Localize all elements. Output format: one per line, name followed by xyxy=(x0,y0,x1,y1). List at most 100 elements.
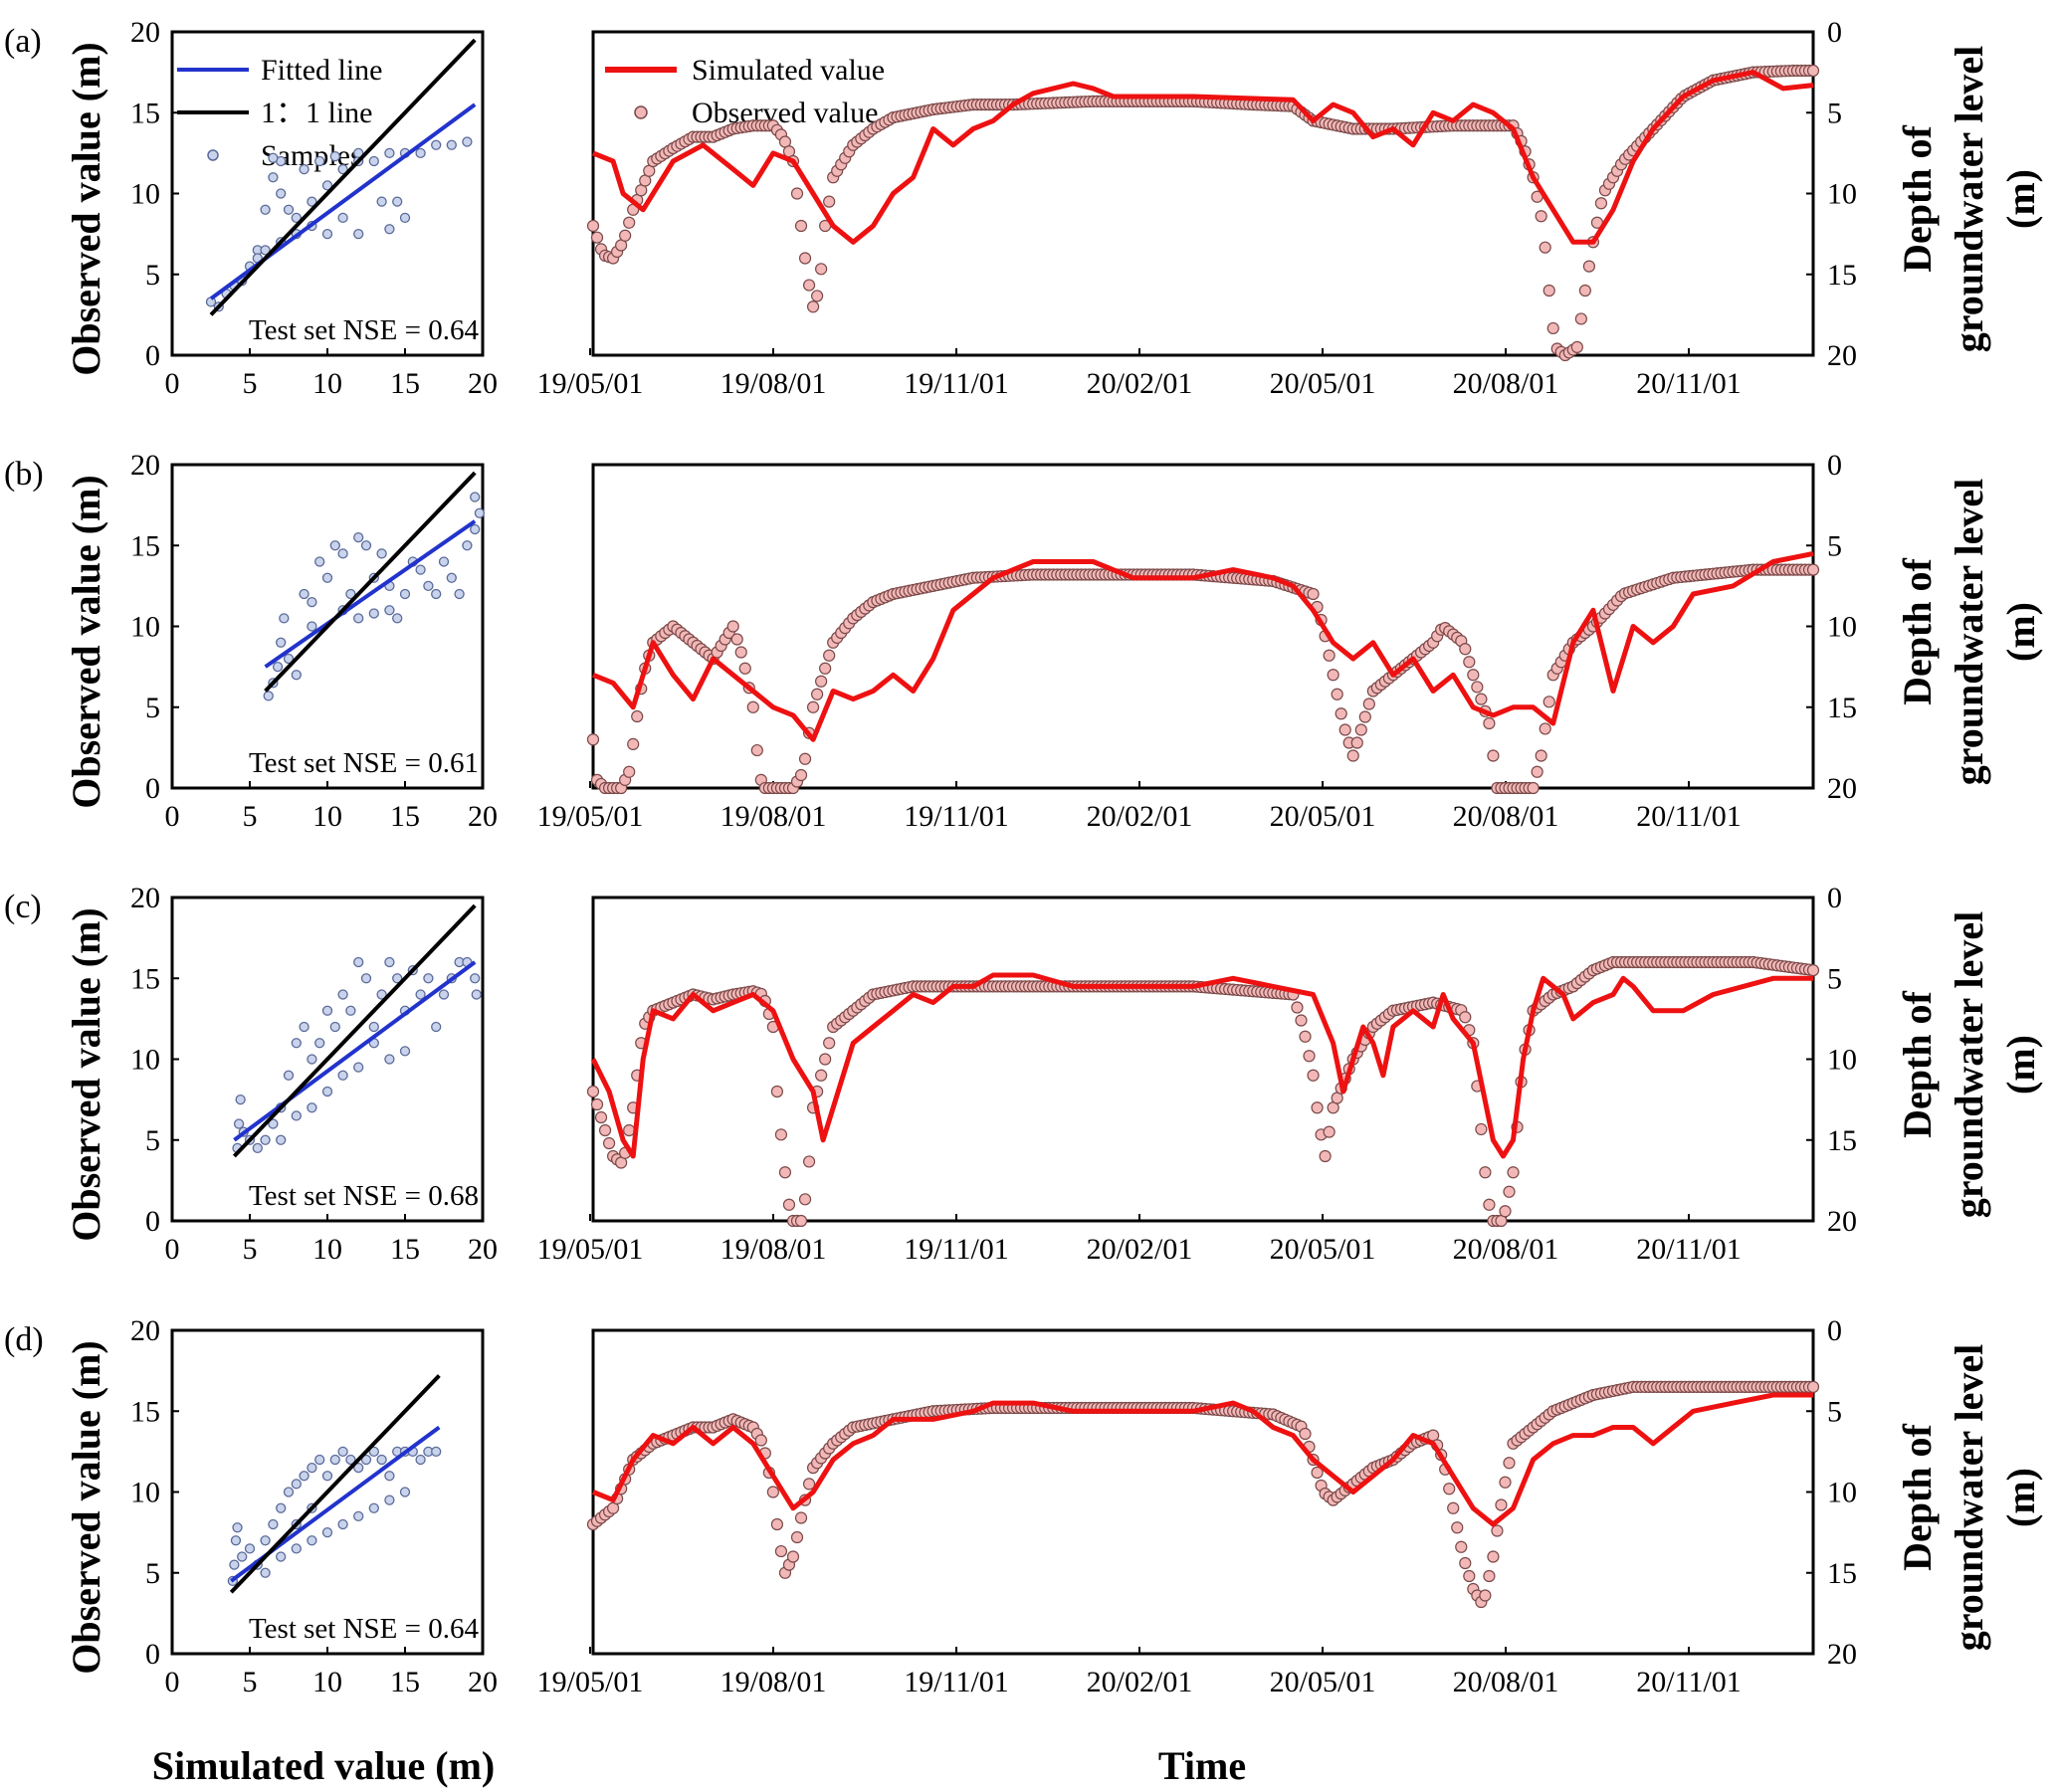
observed-point-d xyxy=(786,1550,800,1563)
scatter-xtick-label-d: 20 xyxy=(468,1666,498,1698)
legend-observed-swatch xyxy=(634,105,648,119)
sample-point-c xyxy=(399,1046,411,1057)
ts-xtick-label-a: 19/08/01 xyxy=(720,367,827,400)
sample-point-c xyxy=(252,1142,263,1154)
observed-point-b xyxy=(623,765,636,778)
observed-point-b xyxy=(1338,723,1351,736)
ts-y-title-line3: (m) xyxy=(1998,602,2043,662)
ts-xtick-label-c: 20/02/01 xyxy=(1087,1233,1193,1266)
sample-point-b xyxy=(283,653,295,665)
scatter-ytick-label-c: 0 xyxy=(145,1205,160,1238)
ts-ytick-label-b: 15 xyxy=(1827,692,1857,724)
observed-point-b xyxy=(1527,781,1540,795)
ts-xtick-label-b: 19/08/01 xyxy=(720,800,827,833)
sample-point-a xyxy=(299,163,309,175)
observed-point-a xyxy=(1543,284,1555,298)
sample-point-d xyxy=(368,1502,379,1513)
one-to-one-line-b xyxy=(264,471,477,693)
sample-point-c xyxy=(299,1021,309,1033)
observed-point-c xyxy=(1307,1069,1320,1082)
observed-point-a xyxy=(1570,340,1583,353)
observed-point-b xyxy=(823,649,836,662)
sample-point-d xyxy=(229,1559,240,1570)
observed-point-b xyxy=(1335,707,1347,720)
observed-point-b xyxy=(1475,693,1488,705)
scatter-xtick-label-c: 5 xyxy=(243,1233,258,1266)
scatter-xtick-label-d: 0 xyxy=(165,1666,180,1698)
observed-point-c xyxy=(1295,1014,1308,1027)
ts-ytick-label-d: 20 xyxy=(1827,1638,1857,1671)
scatter-xtick-label-a: 20 xyxy=(468,367,498,400)
sample-point-d xyxy=(415,1454,426,1466)
ts-ytick-label-a: 10 xyxy=(1827,178,1857,211)
sample-point-d xyxy=(337,1518,348,1530)
observed-point-d xyxy=(1451,1521,1464,1534)
observed-point-b xyxy=(819,662,832,675)
sample-point-b xyxy=(291,670,302,681)
sample-point-c xyxy=(471,989,482,1000)
sample-point-b xyxy=(276,637,287,648)
ts-ytick-label-d: 10 xyxy=(1827,1477,1857,1509)
observed-point-d xyxy=(790,1530,804,1544)
observed-point-b xyxy=(734,646,747,659)
nse-label-a: Test set NSE = 0.64 xyxy=(249,314,480,346)
sample-point-b xyxy=(415,564,426,575)
scatter-ytick-label-a: 20 xyxy=(130,16,160,49)
ts-xtick-label-a: 19/05/01 xyxy=(537,367,644,400)
sample-point-a xyxy=(446,139,457,150)
sample-point-d xyxy=(431,1446,442,1458)
observed-point-c xyxy=(770,1085,784,1098)
ts-y-title-line1: Depth of xyxy=(1895,990,1940,1137)
observed-point-b xyxy=(1327,669,1339,682)
ts-xtick-label-a: 20/11/01 xyxy=(1636,367,1742,400)
scatter-y-title-b: Observed value (m) xyxy=(64,475,108,809)
legend-one-to-one-label: 1：1 line xyxy=(261,97,373,129)
sample-point-a xyxy=(321,180,333,191)
scatter-y-title-c: Observed value (m) xyxy=(64,907,108,1242)
observed-point-c xyxy=(594,1110,608,1124)
sample-point-c xyxy=(470,973,481,984)
sample-point-c xyxy=(384,956,395,968)
legend-simulated-label: Simulated value xyxy=(692,54,885,87)
observed-point-d xyxy=(1806,1380,1820,1393)
observed-point-b xyxy=(1539,722,1551,735)
observed-point-d xyxy=(1499,1476,1512,1489)
observed-point-b xyxy=(1483,716,1496,730)
observed-point-a xyxy=(798,252,812,265)
sample-point-d xyxy=(244,1543,256,1554)
observed-point-a xyxy=(586,219,600,233)
sample-point-b xyxy=(462,540,473,551)
observed-point-b xyxy=(1471,681,1484,694)
sample-point-a xyxy=(321,228,333,240)
sample-point-d xyxy=(384,1494,395,1505)
ts-xtick-label-b: 19/05/01 xyxy=(537,800,644,833)
ts-ytick-label-b: 5 xyxy=(1827,529,1842,562)
scatter-xtick-label-b: 20 xyxy=(468,800,498,833)
observed-point-c xyxy=(1303,1050,1316,1063)
sample-point-b xyxy=(376,548,387,559)
observed-point-b xyxy=(815,675,828,688)
observed-point-c xyxy=(598,1123,612,1137)
observed-point-b xyxy=(1354,723,1367,736)
ts-xtick-label-b: 20/11/01 xyxy=(1636,800,1742,833)
fitted-line-b xyxy=(264,519,477,669)
scatter-ytick-label-a: 5 xyxy=(145,259,160,292)
scatter-ytick-label-c: 15 xyxy=(130,962,160,995)
nse-label-b: Test set NSE = 0.61 xyxy=(249,747,479,779)
observed-point-a xyxy=(790,187,804,200)
observed-point-a xyxy=(1535,210,1547,223)
sample-point-d xyxy=(268,1518,279,1530)
ts-y-title-c: Depth of groundwater level (m) xyxy=(1895,911,2043,1219)
ts-xtick-label-c: 20/05/01 xyxy=(1270,1233,1376,1266)
observed-point-d xyxy=(1311,1466,1324,1480)
observed-point-c xyxy=(774,1128,788,1141)
ts-xtick-label-b: 20/05/01 xyxy=(1270,800,1376,833)
sample-point-b xyxy=(384,605,395,616)
observed-point-b xyxy=(750,743,763,757)
scatter-ytick-label-c: 10 xyxy=(130,1044,160,1077)
observed-point-a xyxy=(1582,260,1595,273)
sample-point-a xyxy=(291,212,302,224)
ts-ytick-label-a: 15 xyxy=(1827,259,1857,292)
scatter-legend: Fitted line 1：1 line Samples xyxy=(177,54,383,172)
observed-point-b xyxy=(627,737,640,750)
